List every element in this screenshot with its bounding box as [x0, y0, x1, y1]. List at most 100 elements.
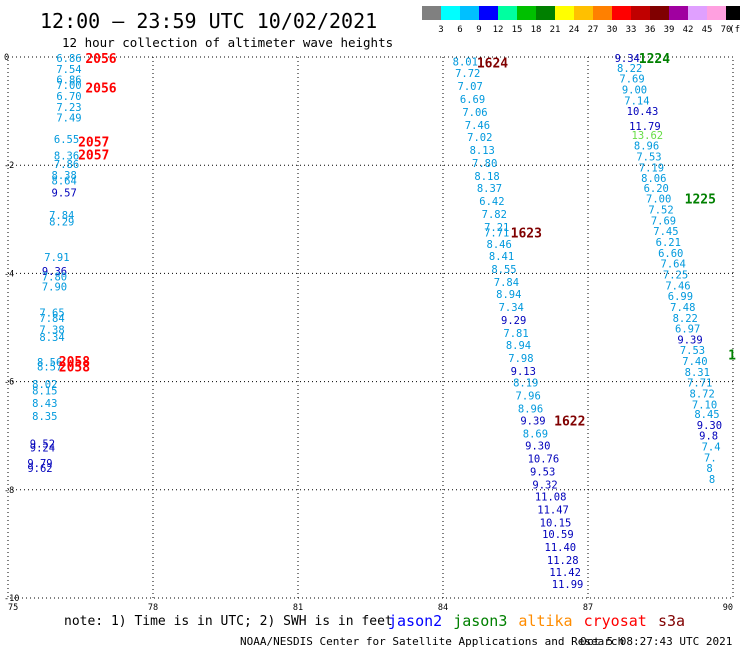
y-tick-label: -6	[4, 378, 14, 388]
wave-height-point: 8.96	[518, 404, 543, 416]
wave-height-point: 8.64	[52, 175, 77, 187]
wave-height-point: 8.22	[673, 313, 698, 325]
wave-height-point: 7.02	[467, 132, 492, 144]
wave-height-point: 6.21	[656, 237, 681, 249]
wave-height-point: 8.96	[634, 141, 659, 153]
wave-height-point: 11.79	[629, 121, 661, 133]
legend-cryosat: cryosat	[584, 612, 647, 630]
wave-height-point: 6.69	[460, 94, 485, 106]
wave-height-point: 10.76	[528, 453, 560, 465]
wave-height-point: 9.57	[52, 187, 77, 199]
wave-height-point: 7.72	[455, 68, 480, 80]
x-tick-label: 90	[723, 603, 733, 613]
wave-height-point: 7.46	[465, 120, 490, 132]
wave-height-point: 8.45	[694, 409, 719, 421]
wave-height-point: 9.24	[30, 443, 55, 455]
wave-height-point: 7.52	[648, 205, 673, 217]
scale-swatch	[726, 6, 740, 20]
wave-height-point: 9.8	[699, 431, 718, 443]
y-tick-label: 0	[4, 53, 9, 63]
pass-time-label: 1624	[477, 56, 508, 71]
wave-height-point: 8.94	[496, 289, 521, 301]
scale-swatch	[650, 6, 669, 20]
scale-swatch	[536, 6, 555, 20]
wave-height-point: 9.53	[530, 466, 555, 478]
wave-height-point: 11.40	[545, 542, 577, 554]
plot-frame	[7, 56, 734, 599]
wave-height-point: 7.00	[646, 194, 671, 206]
y-tick-label: -4	[4, 269, 14, 279]
wave-height-point: 7.25	[663, 269, 688, 281]
legend-jason2: jason2	[388, 612, 442, 630]
scale-label: 70	[721, 25, 732, 35]
wave-height-point: 8	[709, 474, 715, 486]
legend-altika: altika	[518, 612, 572, 630]
wave-height-point: 11.28	[547, 555, 579, 567]
wave-height-point: 6.86	[56, 53, 81, 65]
wave-height-point: 10.15	[540, 517, 572, 529]
wave-height-point: 8.06	[641, 173, 666, 185]
wave-height-point: 9.29	[501, 315, 526, 327]
wave-height-point: 8.38	[52, 170, 77, 182]
footer-timestamp: Oct 5 08:27:43 UTC 2021	[580, 635, 732, 648]
wave-height-point: 7.10	[692, 399, 717, 411]
pass-time-label: 1623	[511, 226, 542, 241]
scale-swatch	[688, 6, 707, 20]
scale-swatch	[441, 6, 460, 20]
wave-height-point: 6.99	[668, 291, 693, 303]
wave-height-point: 7.69	[651, 215, 676, 227]
pass-time-label: 2057	[78, 135, 109, 150]
x-tick-label: 75	[8, 603, 18, 613]
scale-label: 9	[476, 25, 481, 35]
wave-height-point: 7.53	[636, 152, 661, 164]
pass-time-label: 1224	[639, 52, 670, 67]
scale-label: 39	[664, 25, 675, 35]
wave-height-point: 7.98	[508, 353, 533, 365]
wave-height-point: 6.42	[479, 196, 504, 208]
wave-height-point: 6.60	[658, 248, 683, 260]
wave-height-point: 6.20	[644, 183, 669, 195]
wave-height-point: 7.21	[484, 222, 509, 234]
wave-height-point: 7.34	[499, 302, 524, 314]
wave-height-point: 9.13	[511, 366, 536, 378]
wave-height-point: 11.42	[549, 567, 581, 579]
wave-height-point: 8.18	[474, 171, 499, 183]
wave-height-point: 7.71	[484, 227, 509, 239]
wave-height-point: 9.39	[677, 334, 702, 346]
pass-time-label: 2058	[59, 355, 90, 370]
wave-height-point: 7.	[704, 452, 717, 464]
wave-height-point: 7.54	[56, 64, 81, 76]
x-tick-label: 87	[583, 603, 593, 613]
wave-height-point: 8.37	[477, 183, 502, 195]
wave-height-point: 6.86	[56, 75, 81, 87]
wave-height-point: 9.39	[520, 416, 545, 428]
scale-label: 15	[512, 25, 523, 35]
scale-swatch	[498, 6, 517, 20]
wave-height-point: 7.49	[56, 113, 81, 125]
scale-label: 21	[550, 25, 561, 35]
wave-height-point: 8.35	[32, 411, 57, 423]
wave-height-point: 7.82	[482, 209, 507, 221]
wave-height-point: 7.23	[56, 102, 81, 114]
wave-height-point: 8.29	[49, 216, 74, 228]
wave-height-point: 7.4	[702, 442, 721, 454]
wave-height-point: 7.80	[42, 272, 67, 284]
wave-height-point: 7.64	[661, 259, 686, 271]
scale-swatch	[574, 6, 593, 20]
scale-swatch	[422, 6, 441, 20]
wave-height-point: 7.84	[494, 277, 519, 289]
wave-height-point: 8.34	[39, 332, 64, 344]
wave-height-point: 8.02	[32, 379, 57, 391]
wave-height-point: 9.36	[42, 266, 67, 278]
pass-time-label: 2056	[85, 81, 116, 96]
chart-title: 12:00 – 23:59 UTC 10/02/2021	[40, 9, 377, 33]
wave-height-point: 9.52	[30, 438, 55, 450]
y-tick-label: -2	[4, 161, 14, 171]
wave-height-point: 7.14	[624, 95, 649, 107]
wave-height-point: 7.07	[458, 81, 483, 93]
scale-swatch	[517, 6, 536, 20]
wave-height-point: 11.47	[537, 504, 569, 516]
scale-label: 33	[626, 25, 637, 35]
wave-height-point: 7.86	[54, 159, 79, 171]
